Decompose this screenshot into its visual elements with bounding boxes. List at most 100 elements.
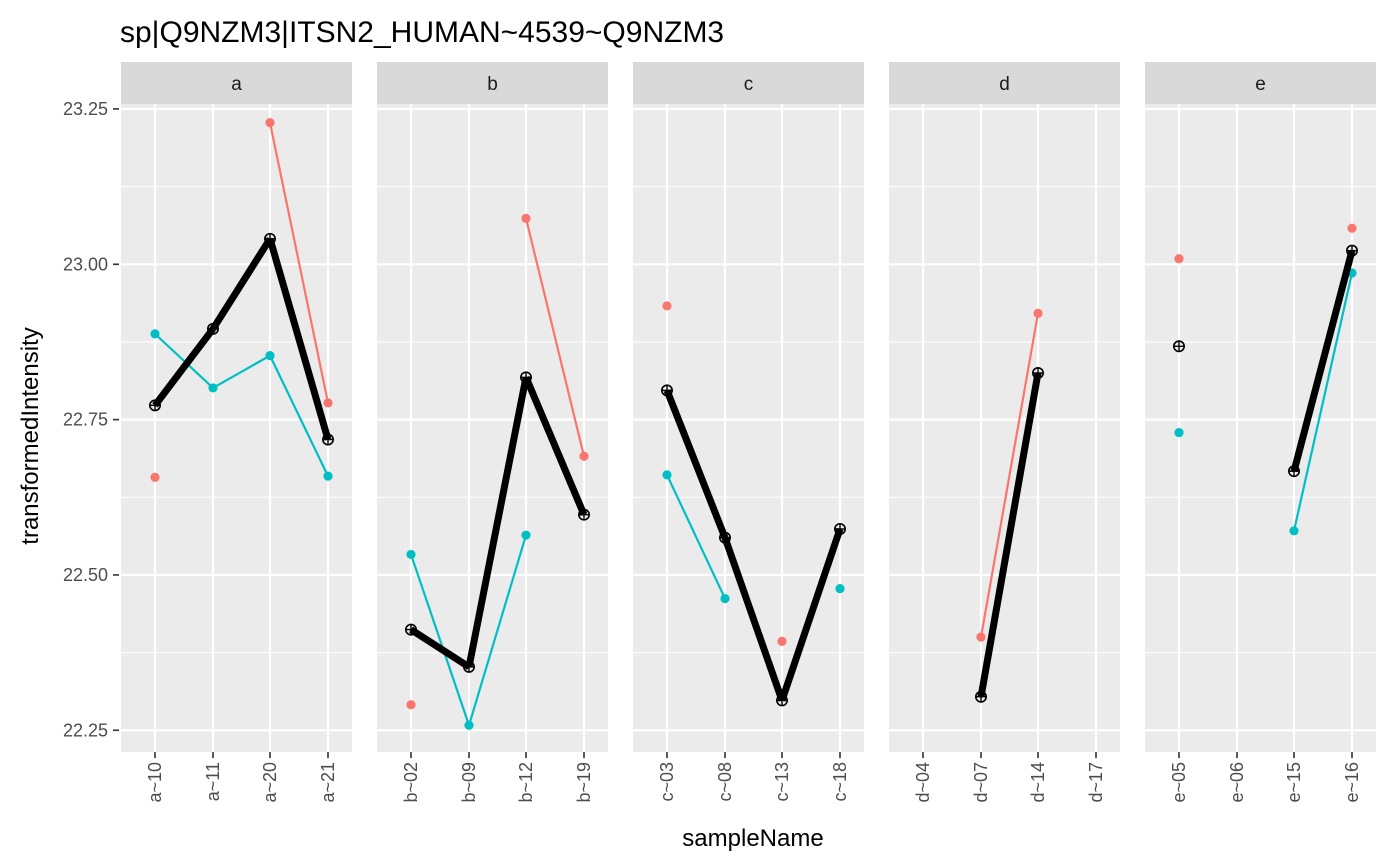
facet-strip-label: c	[744, 74, 754, 95]
summary-series-line	[465, 376, 530, 668]
y-axis-title: transformedIntensity	[17, 327, 44, 544]
teal-point	[265, 351, 275, 361]
teal-series-line	[154, 333, 214, 389]
red-point	[662, 301, 672, 311]
facet-panel-d: d d~04 d~07 d~14 d~17	[889, 62, 1120, 803]
teal-point	[720, 593, 730, 604]
y-tick-label: 22.25	[63, 720, 108, 740]
teal-point	[464, 720, 474, 730]
summary-series-line	[721, 536, 786, 702]
summary-series-line	[210, 236, 273, 331]
teal-point	[1289, 526, 1299, 536]
x-tick-label: a~10	[145, 762, 165, 803]
x-tick-label: d~14	[1028, 762, 1048, 803]
x-tick-label: a~11	[203, 762, 223, 801]
red-point	[777, 636, 787, 647]
summary-point	[1032, 367, 1045, 380]
y-axis: 22.25 22.50 22.75 23.00 23.25	[63, 99, 119, 740]
summary-point	[207, 322, 220, 335]
teal-point	[521, 530, 531, 540]
x-tick-label: c~03	[657, 762, 677, 802]
summary-series-line	[778, 527, 844, 702]
summary-point	[321, 433, 334, 446]
facet-strip	[377, 62, 608, 104]
x-tick-label: b~19	[574, 762, 594, 803]
x-tick-label: d~04	[913, 762, 933, 803]
facet-strip	[633, 62, 864, 104]
facet-panel-b: b b~02 b~09 b~12 b~19	[377, 62, 608, 803]
summary-series-line	[152, 326, 216, 408]
summary-series-line	[663, 389, 729, 539]
teal-series-line	[1292, 272, 1354, 532]
facet-strip-label: a	[231, 74, 242, 95]
x-tick-label: e~05	[1169, 762, 1189, 803]
x-tick-label: d~07	[971, 762, 991, 803]
summary-point	[660, 384, 673, 397]
x-tick-label: a~21	[318, 762, 338, 803]
x-tick-label: b~02	[401, 762, 421, 803]
y-tick-label: 23.25	[63, 99, 108, 119]
facet-panel-c: c c~03 c~08 c~13 c~18	[633, 62, 864, 802]
x-tick-label: d~17	[1086, 762, 1106, 803]
teal-point	[662, 470, 672, 480]
x-tick-label: e~15	[1284, 762, 1304, 803]
summary-point	[1346, 244, 1359, 257]
summary-point	[519, 371, 532, 384]
panel-background	[1145, 104, 1376, 752]
teal-series-line	[212, 354, 271, 389]
red-point	[521, 213, 531, 223]
x-tick-label: a~20	[260, 762, 280, 803]
red-series-line	[524, 218, 586, 457]
red-point	[265, 118, 275, 128]
teal-series-line	[409, 554, 471, 726]
teal-series-line	[269, 355, 329, 477]
red-point	[406, 700, 416, 710]
teal-point	[1174, 428, 1184, 438]
summary-point	[149, 399, 162, 412]
red-point	[976, 632, 986, 642]
x-tick-label: b~12	[516, 762, 536, 803]
summary-point	[1173, 340, 1186, 353]
summary-point	[462, 660, 475, 673]
red-point	[1347, 223, 1357, 233]
x-tick-label: c~13	[772, 762, 792, 802]
summary-series-line	[1290, 249, 1356, 473]
teal-series-line	[666, 474, 726, 600]
facet-strip	[889, 62, 1120, 104]
summary-point	[577, 508, 590, 521]
panel-background	[121, 104, 352, 752]
chart-title: sp|Q9NZM3|ITSN2_HUMAN~4539~Q9NZM3	[120, 16, 724, 49]
red-point	[579, 451, 589, 461]
facet-strip	[1145, 62, 1376, 104]
summary-point	[404, 623, 417, 636]
panel-background	[633, 104, 864, 752]
teal-point	[208, 383, 218, 393]
x-tick-label: c~08	[715, 762, 735, 802]
summary-point	[1288, 465, 1301, 478]
summary-series-line	[522, 376, 588, 517]
red-point	[150, 472, 160, 482]
summary-point	[263, 232, 276, 245]
facet-strip	[121, 62, 352, 104]
panel-background	[889, 104, 1120, 752]
summary-point	[833, 522, 846, 535]
teal-point	[406, 549, 416, 560]
red-series-line	[979, 313, 1040, 638]
summary-series-line	[977, 372, 1042, 698]
y-tick-label: 23.00	[63, 254, 108, 274]
summary-point	[974, 690, 987, 703]
x-tick-label: e~16	[1342, 762, 1362, 803]
facet-strip-label: d	[999, 74, 1010, 95]
y-tick-label: 22.50	[63, 565, 108, 585]
facet-panel-e: e e~05 e~06 e~15 e~16	[1145, 62, 1376, 803]
x-axis-title: sampleName	[682, 825, 823, 852]
red-series-line	[268, 122, 330, 404]
x-tick-label: c~18	[830, 762, 850, 802]
x-tick-label: b~09	[459, 762, 479, 803]
teal-point	[835, 584, 845, 594]
summary-series-line	[266, 237, 332, 441]
facet-panel-a: a a~10 a~11 a~20 a~21	[121, 62, 352, 803]
summary-point	[718, 531, 731, 544]
